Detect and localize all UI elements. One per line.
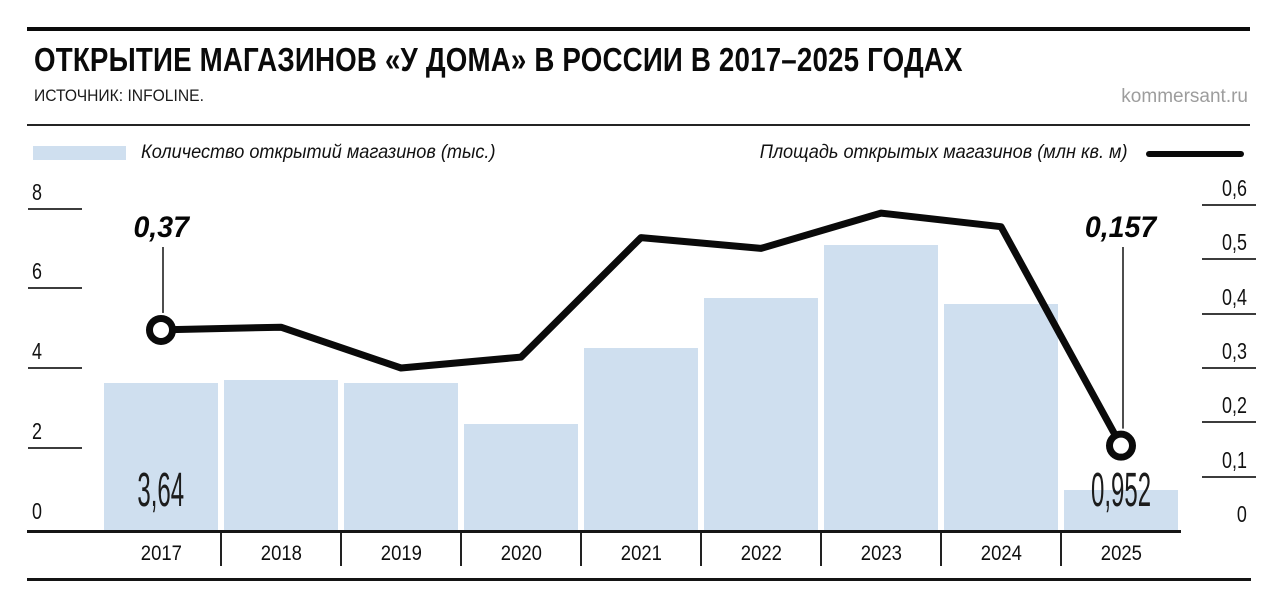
line-series-path	[157, 209, 1125, 450]
bar-2022	[704, 298, 818, 530]
bar-2023	[824, 244, 938, 530]
x-axis-separator	[460, 531, 462, 566]
x-axis-year-label: 2022	[701, 543, 821, 564]
x-axis-year-label-text: 2021	[620, 542, 662, 565]
line-point-annotation: 0,157	[1021, 213, 1221, 243]
x-axis-separator	[1060, 531, 1062, 566]
x-axis-separator	[340, 531, 342, 566]
x-axis-year-label: 2023	[821, 543, 941, 564]
right-axis-tick-label-text: 0,5	[1222, 229, 1247, 256]
bar-value-label-text: 3,64	[137, 464, 185, 517]
x-axis-baseline	[27, 530, 1181, 533]
x-axis-year-label-text: 2020	[500, 542, 542, 565]
legend-line-label: Площадь открытых магазинов (млн кв. м)	[760, 141, 1128, 163]
x-axis-year-label: 2019	[341, 543, 461, 564]
bar-2024	[944, 304, 1058, 530]
right-axis-tick-label: 0,5	[1215, 229, 1247, 256]
x-axis-separator	[820, 531, 822, 566]
header-divider-rule	[27, 124, 1250, 126]
top-rule	[27, 27, 1250, 31]
x-axis-year-label-text: 2023	[860, 542, 902, 565]
source-note: ИСТОЧНИК: INFOLINE.	[34, 86, 204, 106]
left-axis-tick-label: 6	[32, 258, 45, 285]
page-title: ОТКРЫТИЕ МАГАЗИНОВ «У ДОМА» В РОССИИ В 2…	[34, 43, 963, 76]
legend-line-swatch	[1146, 151, 1244, 157]
x-axis-year-label-text: 2017	[140, 542, 182, 565]
left-axis-tick	[28, 287, 82, 290]
right-axis-tick-label-text: 0,4	[1222, 283, 1247, 310]
x-axis-year-label: 2021	[581, 543, 701, 564]
source-note-text: ИСТОЧНИК: INFOLINE.	[34, 86, 204, 105]
bar-2019	[344, 383, 458, 530]
x-axis-separator	[220, 531, 222, 566]
bottom-rule	[27, 578, 1251, 581]
line-point-marker	[1106, 430, 1136, 461]
right-axis-tick-label: 0,2	[1215, 392, 1247, 419]
line-point-annotation: 0,37	[61, 213, 261, 243]
right-axis-tick	[1202, 475, 1256, 478]
watermark: kommersant.ru	[1121, 86, 1248, 107]
bar-value-label: 0,952	[1011, 467, 1231, 515]
right-axis-tick-label: 0,4	[1215, 283, 1247, 310]
bar-2021	[584, 348, 698, 530]
bar-2018	[224, 380, 338, 530]
legend-bar-swatch	[33, 146, 126, 160]
page-title-text: ОТКРЫТИЕ МАГАЗИНОВ «У ДОМА» В РОССИИ В 2…	[34, 41, 963, 78]
right-axis-tick	[1202, 258, 1256, 261]
line-point-marker	[146, 314, 176, 345]
right-axis-tick-label: 0,6	[1215, 174, 1247, 201]
left-axis-tick-label-text: 0	[32, 497, 42, 524]
right-axis-tick	[1202, 312, 1256, 315]
x-axis-year-label: 2020	[461, 543, 581, 564]
right-axis-tick	[1202, 203, 1256, 206]
left-axis-tick-label: 8	[32, 178, 45, 205]
x-axis-year-label-text: 2019	[380, 542, 422, 565]
right-axis-tick	[1202, 366, 1256, 369]
legend-bar-label: Количество открытий магазинов (тыс.)	[141, 141, 496, 163]
x-axis-year-label-text: 2022	[740, 542, 782, 565]
bar-2017	[104, 382, 218, 530]
x-axis-year-label: 2024	[941, 543, 1061, 564]
left-axis-tick	[28, 207, 82, 210]
left-axis-tick-label: 4	[32, 338, 45, 365]
x-axis-year-label-text: 2018	[260, 542, 302, 565]
left-axis-tick-label-text: 6	[32, 258, 42, 285]
x-axis-year-label: 2017	[101, 543, 221, 564]
x-axis-separator	[580, 531, 582, 566]
right-axis-tick-label: 0,3	[1215, 337, 1247, 364]
bar-2020	[464, 424, 578, 530]
x-axis-year-label: 2025	[1061, 543, 1181, 564]
left-axis-tick-label-text: 8	[32, 178, 42, 205]
x-axis-year-label: 2018	[221, 543, 341, 564]
right-axis-tick-label-text: 0,6	[1222, 174, 1247, 201]
left-axis-tick-label-text: 2	[32, 418, 42, 444]
right-axis-tick-label: 0	[1234, 501, 1247, 527]
x-axis-separator	[700, 531, 702, 566]
line-point-annotation-text: 0,157	[1085, 211, 1157, 244]
right-axis-tick	[1202, 421, 1256, 424]
right-axis-tick-label-text: 0,1	[1222, 446, 1247, 473]
right-axis-tick-label-text: 0,2	[1222, 392, 1247, 419]
left-axis-tick-label: 2	[32, 418, 45, 444]
right-axis-tick-label: 0,1	[1215, 446, 1247, 473]
x-axis-year-label-text: 2024	[980, 542, 1022, 565]
bar-value-label: 3,64	[51, 467, 271, 515]
left-axis-tick-label: 0	[32, 497, 45, 524]
right-axis-tick-label-text: 0,3	[1222, 337, 1247, 364]
left-axis-tick	[28, 447, 82, 449]
x-axis-separator	[940, 531, 942, 566]
left-axis-tick-label-text: 4	[32, 338, 42, 365]
left-axis-tick	[28, 367, 82, 370]
bar-value-label-text: 0,952	[1090, 464, 1152, 517]
bar-2025	[1064, 489, 1178, 530]
line-point-annotation-text: 0,37	[133, 211, 189, 244]
x-axis-year-label-text: 2025	[1100, 542, 1142, 565]
right-axis-tick-label-text: 0	[1237, 501, 1247, 527]
